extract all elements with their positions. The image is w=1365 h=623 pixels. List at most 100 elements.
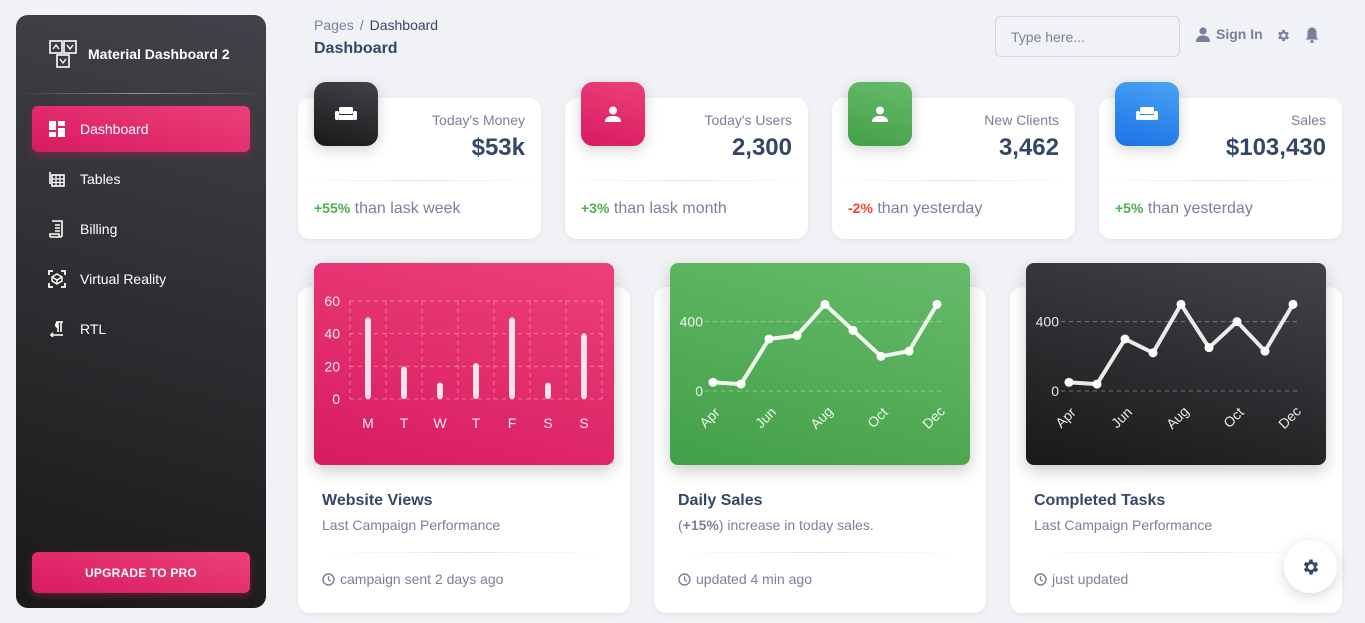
bar [581, 333, 587, 399]
weekend-icon [1115, 82, 1179, 146]
stat-value: $103,430 [1225, 134, 1326, 161]
x-tick-label: W [433, 415, 447, 431]
stat-note: than lask week [354, 200, 461, 217]
view-in-ar-icon [48, 270, 66, 288]
x-tick-label: Apr [696, 404, 723, 431]
y-tick-label: 400 [680, 314, 704, 330]
sidebar-item-rtl[interactable]: RTL [32, 306, 250, 352]
schedule-icon [1034, 572, 1047, 586]
line-chart: 0 400 Apr Jun Aug Oct Dec [1036, 299, 1304, 432]
stat-change: +3% [581, 200, 610, 216]
person-icon [581, 82, 645, 146]
stat-label: Today's Users [704, 112, 792, 128]
x-tick-label: Jun [752, 404, 779, 431]
chart-website-views: 0 20 40 60 M T W T F S S [314, 263, 614, 465]
stat-footer: +5% than yesterday [1115, 200, 1253, 218]
notifications-icon[interactable] [1304, 27, 1320, 43]
card-footer: just updated [1034, 571, 1128, 587]
stat-label: Today's Money [432, 112, 525, 128]
card-footer: campaign sent 2 days ago [322, 571, 503, 587]
y-tick-label: 40 [324, 326, 340, 342]
stat-card-sales: Sales $103,430 +5% than yesterday [1099, 82, 1342, 239]
settings-icon[interactable] [1275, 27, 1291, 43]
stat-label: New Clients [984, 112, 1059, 128]
card-subtitle-change: +15% [682, 517, 719, 533]
sidebar-item-label: Tables [80, 171, 121, 187]
sidebar: Material Dashboard 2 Dashboard Tables Bi… [16, 15, 266, 608]
stat-divider [298, 180, 541, 181]
card-subtitle: Last Campaign Performance [322, 517, 501, 533]
card-footer-text: campaign sent 2 days ago [340, 571, 504, 587]
sidebar-divider [16, 93, 266, 94]
x-tick-label: Apr [1052, 404, 1079, 431]
series-line [712, 302, 939, 387]
sign-in-label: Sign In [1216, 26, 1263, 42]
card-title: Website Views [322, 492, 433, 509]
data-point [932, 299, 942, 309]
stat-note: than yesterday [1147, 200, 1253, 217]
chart-card-website-views: 0 20 40 60 M T W T F S S Website Views Last Campai… [298, 263, 630, 613]
stat-value: $53k [471, 134, 525, 161]
data-point [708, 377, 718, 387]
data-point [764, 334, 774, 344]
sidebar-item-label: Billing [80, 221, 118, 237]
data-point [792, 331, 802, 341]
x-tick-label: Jun [1108, 404, 1135, 431]
x-tick-label: T [472, 415, 481, 431]
sidebar-item-virtual-reality[interactable]: Virtual Reality [32, 256, 250, 302]
stat-value: 3,462 [998, 134, 1059, 161]
x-tick-label: F [508, 415, 517, 431]
x-tick-label: S [579, 415, 588, 431]
stat-note: than yesterday [877, 200, 983, 217]
sidebar-item-label: Dashboard [80, 121, 149, 137]
x-tick-label: S [543, 415, 552, 431]
sidebar-item-billing[interactable]: Billing [32, 206, 250, 252]
bar [509, 317, 515, 399]
sidebar-item-tables[interactable]: Tables [32, 156, 250, 202]
upgrade-button[interactable]: UPGRADE TO PRO [32, 552, 250, 593]
card-divider [322, 552, 606, 553]
bar [365, 317, 371, 399]
stat-divider [565, 180, 808, 181]
breadcrumb-root[interactable]: Pages [314, 17, 354, 33]
y-tick-label: 20 [324, 358, 340, 374]
data-point [736, 379, 746, 389]
chart-daily-sales: 0 400 Apr Jun Aug Oct Dec [670, 263, 970, 465]
stat-divider [832, 180, 1075, 181]
bar-chart: 0 20 40 60 M T W T F S S [324, 293, 603, 431]
receipt-icon [48, 220, 66, 238]
sidebar-item-label: RTL [80, 321, 107, 337]
x-tick-label: Oct [1220, 404, 1247, 431]
data-point [1288, 299, 1298, 309]
brand[interactable]: Material Dashboard 2 [16, 15, 266, 93]
y-tick-label: 0 [1051, 383, 1059, 399]
schedule-icon [678, 572, 691, 586]
stat-card-clients: New Clients 3,462 -2% than yesterday [832, 82, 1075, 239]
data-point [876, 351, 886, 361]
series-line [1068, 302, 1295, 387]
x-tick-label: Aug [1163, 403, 1192, 432]
dashboard-icon [48, 120, 66, 138]
line-chart: 0 400 Apr Jun Aug Oct Dec [680, 299, 948, 432]
search-input[interactable] [996, 17, 1179, 56]
sidebar-item-dashboard[interactable]: Dashboard [32, 106, 250, 152]
card-footer-text: updated 4 min ago [696, 571, 812, 587]
stat-change: +55% [314, 200, 351, 216]
card-divider [1034, 552, 1318, 553]
settings-icon [1303, 559, 1318, 574]
data-point [1176, 299, 1186, 309]
x-tick-label: Dec [1275, 403, 1304, 432]
brand-name: Material Dashboard 2 [88, 46, 230, 62]
x-tick-label: Oct [864, 404, 891, 431]
card-subtitle-rest: ) increase in today sales. [718, 517, 874, 533]
bar [545, 382, 551, 399]
sign-in-link[interactable]: Sign In [1196, 26, 1263, 42]
chart-card-daily-sales: 0 400 Apr Jun Aug Oct Dec Daily Sales (+15%) i… [654, 263, 986, 613]
card-divider [678, 552, 962, 553]
chart-completed-tasks: 0 400 Apr Jun Aug Oct Dec [1026, 263, 1326, 465]
configurator-button[interactable] [1284, 540, 1337, 593]
stat-change: -2% [848, 200, 873, 216]
breadcrumb-separator: / [359, 17, 364, 33]
stat-value: 2,300 [731, 134, 792, 161]
card-subtitle-paren: ( [678, 517, 683, 533]
